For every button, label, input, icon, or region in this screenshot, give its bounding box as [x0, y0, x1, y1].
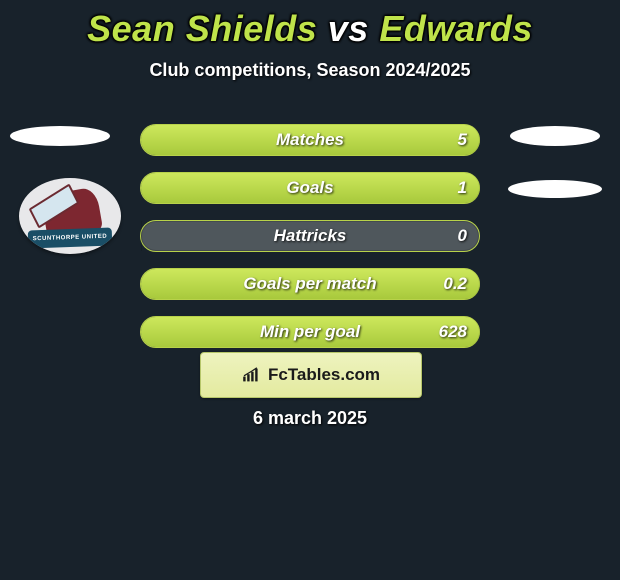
badge-ribbon: SCUNTHORPE UNITED — [28, 228, 113, 249]
stat-value: 0.2 — [443, 269, 467, 299]
page-title: Sean Shields vs Edwards — [0, 0, 620, 50]
stat-value: 628 — [439, 317, 467, 347]
brand-chart-icon — [242, 367, 262, 383]
stat-bar: Goals per match0.2 — [140, 268, 480, 300]
stat-bar: Hattricks0 — [140, 220, 480, 252]
stats-panel: Matches5Goals1Hattricks0Goals per match0… — [140, 124, 480, 364]
stat-label: Matches — [141, 125, 479, 155]
stat-bar: Goals1 — [140, 172, 480, 204]
subtitle: Club competitions, Season 2024/2025 — [0, 60, 620, 81]
brand-badge: FcTables.com — [200, 352, 422, 398]
left-ellipse — [10, 126, 110, 146]
stat-value: 5 — [458, 125, 467, 155]
comparison-card: Sean Shields vs Edwards Club competition… — [0, 0, 620, 580]
date-label: 6 march 2025 — [0, 408, 620, 429]
right-ellipse-2 — [508, 180, 602, 198]
stat-label: Goals per match — [141, 269, 479, 299]
club-badge: SCUNTHORPE UNITED — [19, 178, 121, 254]
player2-name: Edwards — [379, 8, 533, 49]
club-badge-inner: SCUNTHORPE UNITED — [34, 185, 106, 247]
stat-value: 0 — [458, 221, 467, 251]
stat-bar: Matches5 — [140, 124, 480, 156]
stat-value: 1 — [458, 173, 467, 203]
stat-bar: Min per goal628 — [140, 316, 480, 348]
stat-label: Goals — [141, 173, 479, 203]
player1-name: Sean Shields — [87, 8, 317, 49]
brand-text: FcTables.com — [268, 365, 380, 385]
stat-label: Min per goal — [141, 317, 479, 347]
stat-label: Hattricks — [141, 221, 479, 251]
title-vs: vs — [328, 8, 369, 49]
right-ellipse-1 — [510, 126, 600, 146]
